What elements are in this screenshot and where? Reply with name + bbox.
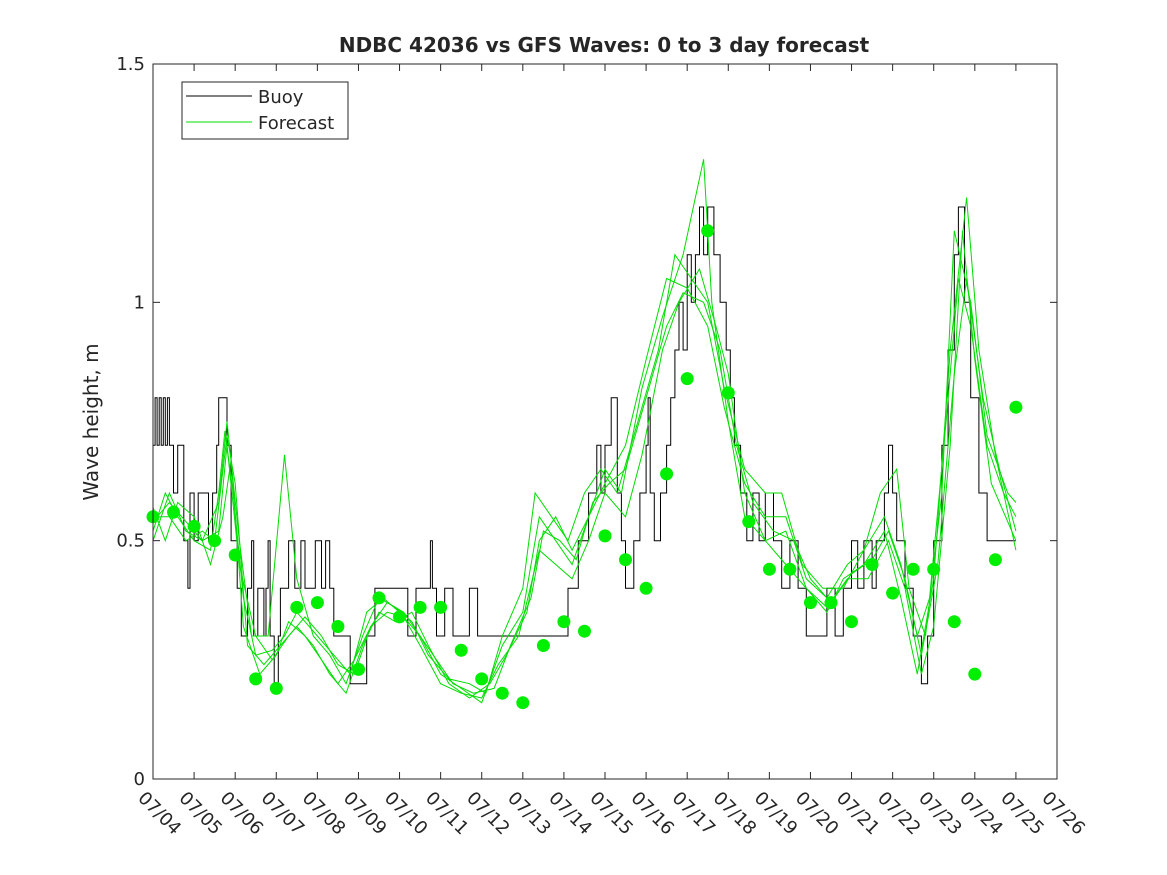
forecast-marker-13: [393, 610, 406, 624]
forecast-marker-10: [331, 620, 345, 633]
legend-label-forecast: Forecast: [258, 113, 334, 134]
forecast-marker-40: [947, 615, 961, 629]
forecast-marker-41: [968, 667, 982, 681]
forecast-line-2: [152, 230, 1017, 699]
forecast-marker-18: [495, 686, 509, 700]
forecast-marker-27: [680, 372, 694, 386]
y-tick-label: 0.5: [116, 531, 145, 552]
forecast-marker-4: [208, 534, 222, 548]
forecast-marker-5: [228, 548, 242, 562]
forecast-line-4: [153, 159, 1017, 699]
buoy-line: [153, 206, 1016, 685]
forecast-marker-16: [454, 643, 468, 657]
plot-background: [153, 64, 1057, 779]
forecast-marker-36: [865, 558, 879, 571]
forecast-marker-43: [1009, 400, 1023, 414]
forecast-marker-23: [598, 529, 612, 543]
y-axis-label: Wave height, m: [79, 343, 103, 500]
forecast-marker-11: [352, 662, 365, 676]
forecast-marker-37: [886, 586, 900, 600]
forecast-marker-39: [927, 562, 941, 576]
forecast-marker-22: [578, 624, 591, 638]
forecast-marker-26: [660, 467, 674, 481]
forecast-marker-28: [701, 224, 715, 238]
legend: Buoy Forecast: [181, 81, 349, 140]
forecast-line-3: [152, 230, 1017, 694]
legend-label-buoy: Buoy: [258, 87, 304, 108]
forecast-marker-32: [783, 562, 797, 576]
y-tick-label: 0: [134, 769, 145, 790]
y-tick-label: 1: [134, 292, 145, 313]
forecast-marker-31: [762, 562, 776, 576]
forecast-marker-14: [413, 600, 427, 614]
chart-title: NDBC 42036 vs GFS Waves: 0 to 3 day fore…: [339, 33, 870, 57]
forecast-marker-29: [721, 386, 735, 400]
forecast-marker-34: [824, 596, 838, 610]
forecast-marker-8: [290, 600, 304, 614]
forecast-marker-21: [557, 615, 571, 629]
plot-area: [153, 64, 1057, 779]
forecast-marker-7: [269, 681, 283, 695]
forecast-marker-17: [475, 672, 489, 686]
forecast-marker-2: [167, 505, 180, 519]
forecast-marker-24: [619, 553, 632, 567]
legend-box: [181, 81, 349, 140]
forecast-marker-19: [516, 696, 530, 710]
forecast-marker-3: [187, 519, 201, 533]
forecast-marker-12: [372, 591, 386, 605]
forecast-marker-35: [845, 615, 858, 629]
series-layer: [146, 159, 1023, 710]
forecast-marker-25: [639, 581, 653, 595]
forecast-marker-33: [804, 596, 817, 610]
forecast-marker-42: [988, 553, 1002, 567]
forecast-marker-30: [742, 515, 756, 529]
forecast-marker-38: [906, 562, 920, 576]
forecast-line-5: [152, 278, 1017, 694]
forecast-marker-6: [249, 672, 263, 686]
forecast-marker-15: [434, 600, 448, 614]
y-tick-label: 1.5: [116, 54, 145, 75]
forecast-marker-20: [536, 639, 550, 652]
forecast-marker-9: [310, 596, 324, 610]
